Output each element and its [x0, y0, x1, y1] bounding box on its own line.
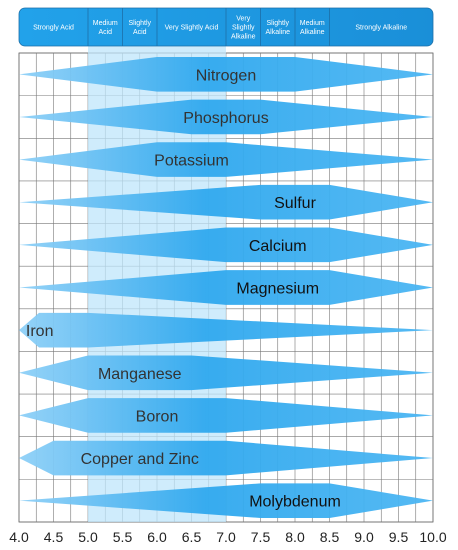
- x-tick-label: 6.5: [182, 529, 202, 545]
- nutrient-band: [19, 99, 433, 135]
- x-tick-label: 7.5: [251, 529, 271, 545]
- category-label: Slightly Alkaline: [265, 20, 290, 36]
- nutrient-label: Manganese: [98, 366, 182, 383]
- nutrient-band: [19, 57, 433, 92]
- nutrient-label: Molybdenum: [249, 494, 341, 511]
- acidity-header: Strongly Acid Medium Acid Slightly Acid Very …: [18, 7, 434, 47]
- x-tick-label: 8.0: [285, 529, 305, 545]
- x-tick-label: 4.5: [44, 529, 64, 545]
- nutrient-band: [19, 227, 433, 263]
- x-tick-label: 10.0: [419, 529, 446, 545]
- x-tick-label: 9.5: [389, 529, 409, 545]
- nutrient-label: Magnesium: [236, 281, 319, 298]
- nutrient-label: Iron: [26, 323, 54, 340]
- nutrient-label: Sulfur: [274, 195, 316, 212]
- nutrient-label: Potassium: [154, 153, 229, 170]
- x-tick-label: 5.5: [113, 529, 133, 545]
- nutrient-band: [19, 270, 433, 305]
- nutrient-band: [19, 355, 433, 391]
- nutrient-band: [19, 184, 433, 220]
- nutrient-label: Calcium: [249, 238, 307, 255]
- category-label: Strongly Alkaline: [355, 25, 407, 32]
- nutrient-label: Nitrogen: [196, 67, 256, 84]
- x-tick-label: 4.0: [9, 529, 29, 545]
- category-label: Slightly Acid: [128, 20, 151, 36]
- nutrient-band: [19, 142, 433, 177]
- nutrient-band: [19, 440, 433, 476]
- nutrient-band: [19, 312, 433, 348]
- x-tick-label: 9.0: [354, 529, 374, 545]
- nutrient-band: [19, 483, 433, 518]
- nutrient-label: Boron: [136, 408, 179, 425]
- category-label: Very Slightly Alkaline: [231, 16, 256, 41]
- nutrient-bands: Nitrogen Phosphorus Potassium Sulfur Calcium…: [19, 57, 433, 518]
- x-tick-label: 6.0: [147, 529, 167, 545]
- nutrient-label: Copper and Zinc: [81, 451, 199, 468]
- nutrient-label: Phosphorus: [183, 110, 268, 127]
- nutrient-band: [19, 398, 433, 433]
- x-tick-label: 8.5: [320, 529, 340, 545]
- category-label: Medium Acid: [93, 20, 118, 36]
- x-axis-ticks: 4.0 4.5 5.0 5.5 6.0 6.5 7.0 7.5 8.0 8.5 9.0 9.5 10.0: [9, 529, 447, 545]
- x-tick-label: 7.0: [216, 529, 236, 545]
- category-label: Very Slightly Acid: [165, 25, 219, 32]
- x-tick-label: 5.0: [78, 529, 98, 545]
- category-label: Strongly Acid: [33, 25, 74, 32]
- category-label: Medium Alkaline: [300, 20, 325, 36]
